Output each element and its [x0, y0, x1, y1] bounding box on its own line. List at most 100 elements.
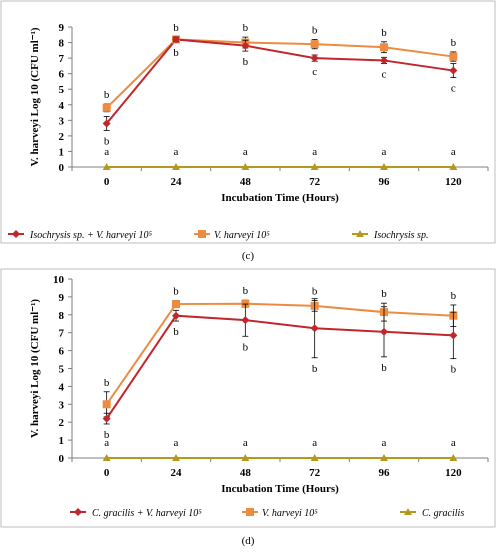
significance-label: b — [243, 22, 249, 34]
series-line — [105, 38, 454, 125]
significance-label: b — [173, 326, 179, 338]
significance-label: b — [381, 27, 387, 39]
y-tick-label: 5 — [59, 364, 65, 376]
x-tick-label: 48 — [240, 467, 252, 479]
caption-c: (c) — [242, 250, 255, 262]
data-point-triangle — [380, 163, 388, 170]
y-tick-label: 8 — [59, 310, 65, 322]
data-point-diamond — [241, 41, 250, 50]
legend-entry: V. harveyi 10⁵ — [214, 230, 270, 241]
x-tick-label: 120 — [445, 467, 462, 479]
significance-label: b — [104, 429, 110, 441]
series-line — [105, 302, 454, 405]
y-tick-label: 2 — [59, 131, 65, 143]
significance-label: b — [312, 363, 318, 375]
significance-label: a — [243, 437, 248, 449]
data-point-diamond — [102, 119, 111, 128]
data-point-diamond — [241, 316, 250, 325]
significance-label: a — [382, 437, 387, 449]
caption-d: (d) — [242, 535, 255, 547]
significance-label: b — [312, 24, 318, 36]
x-tick-label: 72 — [309, 176, 321, 188]
significance-label: a — [312, 437, 317, 449]
panel-c-chart: 0 1 2 3 4 5 6 7 8 9 0 24 48 72 96 120 Incubation Time (H… — [8, 22, 489, 241]
significance-label: b — [312, 285, 318, 297]
data-point-triangle — [172, 454, 180, 461]
data-point-triangle — [310, 454, 319, 461]
y-tick-label: 8 — [59, 38, 65, 50]
significance-label: c — [382, 69, 387, 81]
panel-d-frame — [0, 268, 496, 528]
data-point-diamond — [449, 331, 458, 340]
legend-entry: Isochrysis sp. + V. harveyi 10⁵ — [29, 230, 152, 241]
data-point-diamond — [102, 414, 111, 423]
y-tick-label: 9 — [59, 292, 65, 304]
y-tick-label: 5 — [59, 84, 65, 96]
significance-label: a — [382, 146, 387, 158]
significance-label: a — [312, 146, 317, 158]
significance-label: a — [104, 146, 109, 158]
y-axis-title: V. harveyi Log 10 (CFU ml⁻¹) — [29, 299, 41, 438]
y-tick-label: 1 — [59, 146, 65, 158]
data-point-triangle — [310, 163, 319, 170]
y-tick-label: 4 — [59, 381, 65, 393]
significance-label: b — [104, 89, 110, 101]
y-tick-label: 3 — [59, 399, 65, 411]
y-tick-label: 1 — [59, 435, 65, 447]
y-tick-label: 6 — [59, 69, 65, 81]
x-tick-label: 48 — [240, 176, 252, 188]
significance-label: a — [104, 437, 109, 449]
significance-label: b — [173, 285, 179, 297]
y-tick-label: 3 — [59, 115, 65, 127]
data-point-square — [449, 52, 458, 61]
data-point-square — [172, 300, 180, 309]
significance-label: a — [243, 146, 248, 158]
significance-label: b — [381, 288, 387, 300]
significance-label: b — [173, 22, 179, 34]
significance-label: a — [174, 146, 179, 158]
significance-label: a — [451, 146, 456, 158]
y-tick-label: 4 — [59, 100, 65, 112]
significance-label: b — [451, 364, 457, 376]
x-axis-title: Incubation Time (Hours) — [221, 483, 339, 495]
series-line — [105, 314, 454, 420]
significance-label: a — [174, 437, 179, 449]
legend-entry: Isochrysis sp. — [373, 230, 428, 241]
x-axis-title: Incubation Time (Hours) — [221, 192, 339, 204]
data-point-triangle — [172, 163, 180, 170]
y-axis-title: V. harveyi Log 10 (CFU ml⁻¹) — [29, 27, 41, 166]
legend-marker-square — [198, 230, 206, 238]
x-tick-label: 96 — [379, 176, 391, 188]
y-tick-label: 9 — [59, 22, 65, 34]
y-tick-label: 7 — [59, 53, 65, 65]
significance-label: b — [243, 56, 249, 68]
data-point-diamond — [172, 35, 180, 44]
y-tick-label: 0 — [59, 162, 65, 174]
data-point-triangle — [449, 454, 458, 461]
data-point-square — [310, 40, 319, 49]
significance-label: b — [451, 37, 457, 49]
data-point-triangle — [102, 454, 111, 461]
data-point-diamond — [449, 66, 458, 75]
data-point-square — [102, 400, 111, 409]
legend-marker-triangle — [404, 508, 412, 515]
y-tick-label: 7 — [59, 328, 65, 340]
y-tick-label: 10 — [53, 274, 65, 286]
x-tick-label: 24 — [171, 467, 183, 479]
legend-entry: V. harveyi 10⁵ — [262, 508, 318, 519]
x-tick-label: 72 — [309, 467, 321, 479]
significance-label: b — [243, 285, 249, 297]
legend-marker-diamond — [12, 230, 20, 238]
significance-label: b — [104, 377, 110, 389]
y-tick-label: 2 — [59, 417, 65, 429]
legend-marker-square — [246, 508, 254, 516]
legend-marker-triangle — [356, 230, 364, 237]
data-point-diamond — [380, 327, 388, 336]
data-point-triangle — [380, 454, 388, 461]
data-point-diamond — [380, 56, 388, 65]
data-point-square — [102, 103, 111, 112]
significance-label: b — [173, 47, 179, 59]
x-tick-label: 96 — [379, 467, 391, 479]
significance-label: b — [243, 341, 249, 353]
